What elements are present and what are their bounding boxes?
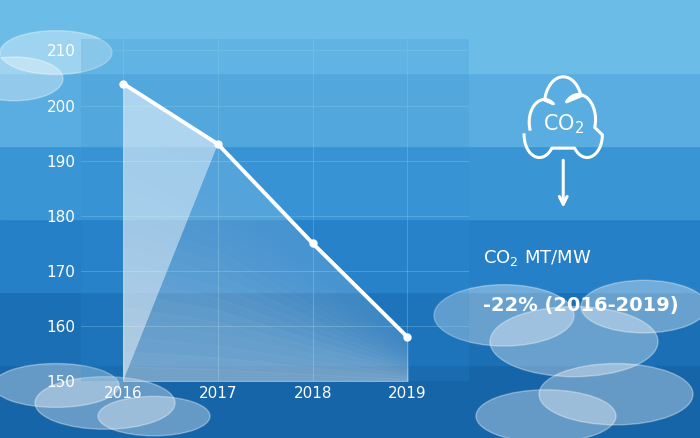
Text: -22% (2016-2019): -22% (2016-2019) [484,296,679,315]
Polygon shape [123,84,218,381]
Ellipse shape [0,31,112,74]
Ellipse shape [581,280,700,333]
Bar [0,146,700,219]
Ellipse shape [490,307,658,377]
Ellipse shape [35,377,175,429]
Ellipse shape [434,285,574,346]
Text: CO$_2$ MT/MW: CO$_2$ MT/MW [484,248,592,268]
Text: CO$_2$: CO$_2$ [542,113,584,136]
Ellipse shape [98,396,210,436]
Bar [0,73,700,146]
Bar [0,0,700,73]
Bar [0,292,700,365]
Bar [0,365,700,438]
Ellipse shape [0,57,63,101]
Ellipse shape [539,364,693,425]
Bar [0,219,700,292]
Ellipse shape [476,390,616,438]
Ellipse shape [0,364,119,407]
